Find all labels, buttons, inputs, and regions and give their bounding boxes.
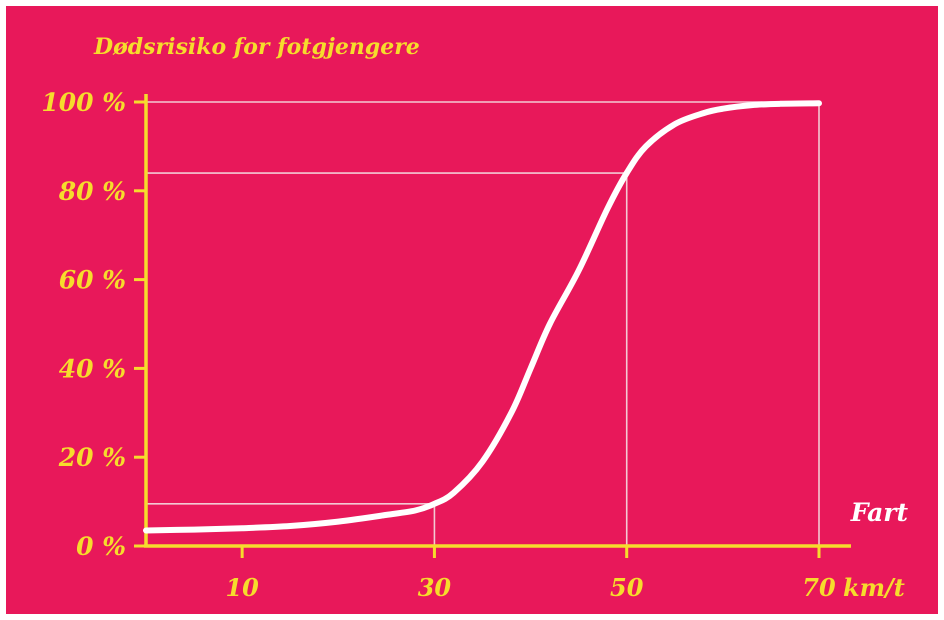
- reference-lines: [146, 101, 820, 546]
- y-tick-label: 0 %: [76, 532, 126, 561]
- chart-frame: 0 % 20 % 40 % 60 % 80 % 100 % 10 30 50 70 km/t Fart…: [6, 6, 938, 614]
- y-tick-label: 40 %: [59, 354, 126, 383]
- labels: 0 % 20 % 40 % 60 % 80 % 100 % 10 30 50 70 km/t Fart…: [41, 34, 908, 602]
- y-tick-label: 60 %: [59, 266, 126, 295]
- y-tick-label: 20 %: [58, 443, 126, 472]
- x-tick-label: 10: [225, 573, 259, 602]
- series-line: [143, 100, 822, 534]
- y-tick-label: 100 %: [41, 88, 126, 117]
- axes: [134, 94, 851, 558]
- y-tick-label: 80 %: [58, 177, 126, 206]
- x-axis-unit: km/t: [843, 573, 905, 602]
- x-axis-label: Fart: [850, 498, 909, 527]
- series: [143, 100, 822, 534]
- chart: 0 % 20 % 40 % 60 % 80 % 100 % 10 30 50 70 km/t Fart…: [41, 34, 908, 602]
- x-tick-label: 50: [610, 573, 644, 602]
- chart-title: Dødsrisiko for fotgjengere: [93, 34, 420, 60]
- x-tick-label: 70: [802, 573, 836, 602]
- x-tick-label: 30: [418, 573, 452, 602]
